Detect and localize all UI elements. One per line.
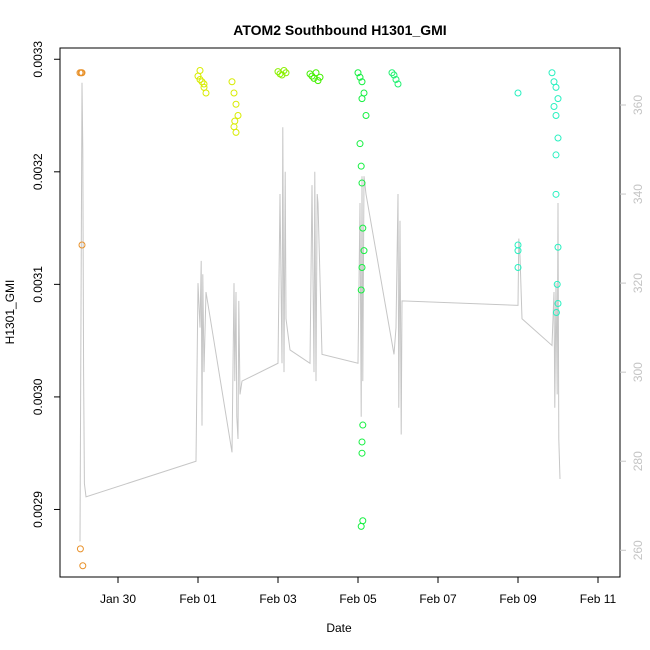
data-point bbox=[554, 243, 562, 251]
data-point bbox=[359, 224, 367, 232]
data-point bbox=[358, 78, 366, 86]
y-tick-label: 0.0033 bbox=[31, 41, 45, 78]
y-axis: 0.0029 0.0030 0.0031 0.0032 0.0033 bbox=[31, 41, 60, 528]
data-point bbox=[278, 71, 286, 79]
data-point bbox=[79, 562, 87, 570]
data-point bbox=[280, 67, 288, 75]
data-point bbox=[552, 190, 560, 198]
data-point bbox=[552, 151, 560, 159]
data-point bbox=[550, 78, 558, 86]
data-point bbox=[358, 179, 366, 187]
data-point bbox=[552, 309, 560, 316]
data-point bbox=[230, 89, 238, 97]
y2-tick-label: 280 bbox=[631, 451, 645, 471]
y2-tick-label: 260 bbox=[631, 540, 645, 560]
trace-line bbox=[79, 82, 561, 542]
data-point bbox=[359, 517, 367, 525]
data-point bbox=[200, 80, 208, 88]
y2-tick-label: 300 bbox=[631, 362, 645, 382]
data-point bbox=[356, 73, 364, 81]
x-tick-label: Feb 03 bbox=[259, 592, 297, 606]
data-point bbox=[390, 71, 398, 79]
data-point bbox=[358, 438, 366, 446]
data-point bbox=[196, 76, 204, 84]
data-point bbox=[392, 76, 400, 84]
data-point bbox=[308, 72, 316, 80]
x-tick-label: Feb 05 bbox=[339, 592, 377, 606]
data-point bbox=[388, 69, 396, 77]
data-point bbox=[230, 123, 238, 131]
y-tick-label: 0.0031 bbox=[31, 266, 45, 303]
data-point bbox=[360, 247, 368, 255]
data-point bbox=[359, 421, 367, 429]
data-point bbox=[514, 241, 522, 249]
x-tick-label: Feb 11 bbox=[580, 592, 617, 606]
data-point bbox=[554, 300, 562, 307]
data-point bbox=[76, 545, 84, 553]
plot-frame bbox=[59, 47, 621, 578]
data-point bbox=[357, 162, 365, 170]
line-series bbox=[79, 82, 561, 542]
data-point bbox=[358, 263, 366, 271]
data-point bbox=[358, 449, 366, 457]
y2-axis-right: 260 280 300 320 340 360 bbox=[620, 95, 645, 560]
data-point bbox=[553, 280, 561, 288]
data-point bbox=[550, 103, 558, 111]
data-point bbox=[232, 128, 240, 136]
x-tick-label: Feb 09 bbox=[499, 592, 537, 606]
data-point bbox=[514, 247, 522, 255]
x-tick-label: Feb 07 bbox=[419, 592, 457, 606]
x-tick-label: Jan 30 bbox=[100, 592, 136, 606]
y-axis-label: H1301_GMI bbox=[3, 280, 17, 345]
y-tick-label: 0.0029 bbox=[31, 491, 45, 528]
x-axis-label: Date bbox=[326, 621, 352, 635]
data-point bbox=[316, 73, 324, 81]
data-point bbox=[394, 80, 402, 88]
x-axis: Jan 30 Feb 01 Feb 03 Feb 05 Feb 07 Feb 09 Feb … bbox=[100, 577, 617, 606]
data-point bbox=[282, 69, 290, 77]
data-point bbox=[196, 67, 204, 75]
data-point bbox=[357, 522, 365, 530]
y-tick-label: 0.0032 bbox=[31, 153, 45, 190]
data-point bbox=[78, 241, 86, 249]
data-point bbox=[362, 112, 370, 120]
data-point bbox=[77, 69, 85, 77]
data-point bbox=[514, 89, 522, 97]
data-point bbox=[356, 140, 364, 148]
data-point bbox=[202, 89, 210, 97]
data-point bbox=[234, 112, 242, 120]
point-series bbox=[76, 67, 562, 570]
data-point bbox=[514, 263, 522, 271]
data-point bbox=[554, 95, 562, 103]
x-tick-label: Feb 01 bbox=[179, 592, 217, 606]
data-point bbox=[232, 100, 240, 108]
data-point bbox=[552, 83, 560, 91]
y-tick-label: 0.0030 bbox=[31, 378, 45, 415]
y2-tick-label: 340 bbox=[631, 184, 645, 204]
data-point bbox=[357, 286, 365, 294]
data-point bbox=[314, 77, 322, 85]
y2-tick-label: 320 bbox=[631, 273, 645, 293]
data-point bbox=[228, 78, 236, 86]
data-point bbox=[354, 69, 362, 77]
data-point bbox=[312, 69, 320, 77]
data-point bbox=[554, 134, 562, 142]
data-point bbox=[552, 112, 560, 120]
chart-title: ATOM2 Southbound H1301_GMI bbox=[233, 22, 446, 38]
y2-tick-label: 360 bbox=[631, 95, 645, 115]
data-point bbox=[360, 89, 368, 97]
data-point bbox=[548, 69, 556, 77]
data-point bbox=[231, 117, 239, 125]
data-point bbox=[358, 95, 366, 103]
